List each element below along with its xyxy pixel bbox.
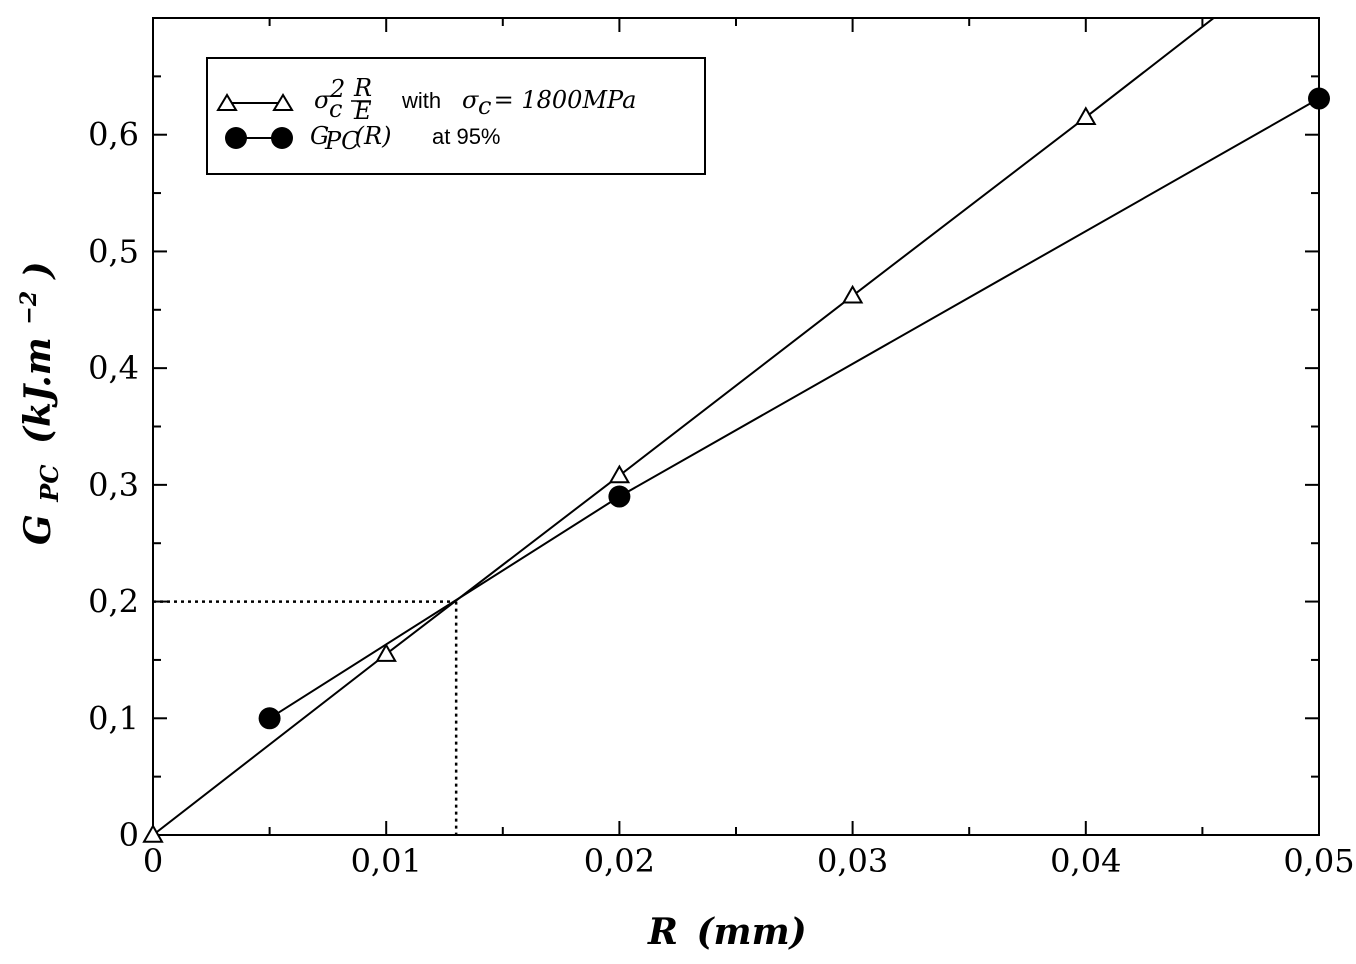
plot-layer: 0 0,01 0,02 0,03 0,04 0,05 0 0,1 0,2 0,3 0,4 0,5 0,6 — [88, 17, 1355, 880]
legend-with-label: with — [401, 88, 441, 113]
legend-eq-value: = 1800MPa — [486, 86, 636, 114]
triangle-marker — [608, 464, 631, 484]
x-tick-label: 0,02 — [584, 842, 655, 880]
y-tick-label: 0,4 — [88, 349, 139, 387]
y-tick-label: 0,2 — [88, 583, 139, 621]
y-axis-title: G PC (kJ.m −2 ) — [3, 261, 67, 545]
circle-marker — [1308, 87, 1330, 110]
legend-frac-num: R — [353, 74, 372, 102]
legend-frac-den: E — [353, 97, 372, 125]
x-tick-label: 0 — [143, 842, 163, 880]
legend-g: G — [310, 122, 329, 150]
triangle-marker — [1075, 106, 1097, 125]
y-axis-title-unit: (kJ.m — [17, 337, 59, 444]
legend-sigma-sub: c — [329, 95, 342, 123]
legend-sigma-sup: 2 — [329, 75, 345, 103]
legend-g-sub: PC — [324, 127, 360, 155]
circle-marker — [608, 485, 631, 508]
triangle-marker — [142, 823, 164, 843]
legend-triangle-marker-left — [216, 93, 238, 111]
x-tick-label: 0,01 — [351, 842, 422, 880]
y-tick-label: 0,6 — [88, 116, 139, 154]
y-tick-label: 0,3 — [88, 466, 139, 504]
legend-circle-marker-right — [271, 127, 293, 149]
triangle-marker — [375, 643, 397, 662]
x-axis-title-unit: (mm) — [696, 911, 806, 953]
series-line-circle — [269, 97, 1319, 720]
y-axis-title-close: ) — [17, 261, 59, 280]
x-tick-label: 0,05 — [1283, 842, 1354, 880]
legend-at95-label: at 95% — [432, 124, 501, 149]
y-tick-label: 0 — [119, 816, 139, 854]
legend-triangle-marker-right — [272, 93, 294, 111]
legend-eq-sigma: σ — [462, 86, 479, 114]
y-axis-title-exp: −2 — [16, 291, 42, 325]
y-tick-label: 0,5 — [88, 232, 139, 270]
x-tick-label: 0,04 — [1050, 842, 1121, 880]
y-axis-title-sub: PC — [35, 465, 64, 503]
y-tick-label: 0,1 — [88, 699, 139, 737]
y-axis-title-main: G — [17, 514, 59, 545]
triangle-marker — [841, 284, 864, 304]
legend-g-arg: (R) — [347, 122, 391, 150]
legend-circle-marker-left — [225, 127, 247, 149]
legend-box — [206, 57, 706, 175]
x-axis-title-main: R — [647, 911, 678, 953]
circle-marker — [258, 707, 281, 730]
x-axis-title: R (mm) — [647, 911, 807, 953]
legend-sigma: σ — [314, 86, 331, 114]
legend-eq-sub: c — [478, 92, 491, 120]
x-tick-label: 0,03 — [817, 842, 888, 880]
series-line-triangle — [153, 18, 1216, 835]
legend: σ c 2 R E with σ c = 1800MPa G PC (R) at… — [206, 57, 706, 175]
